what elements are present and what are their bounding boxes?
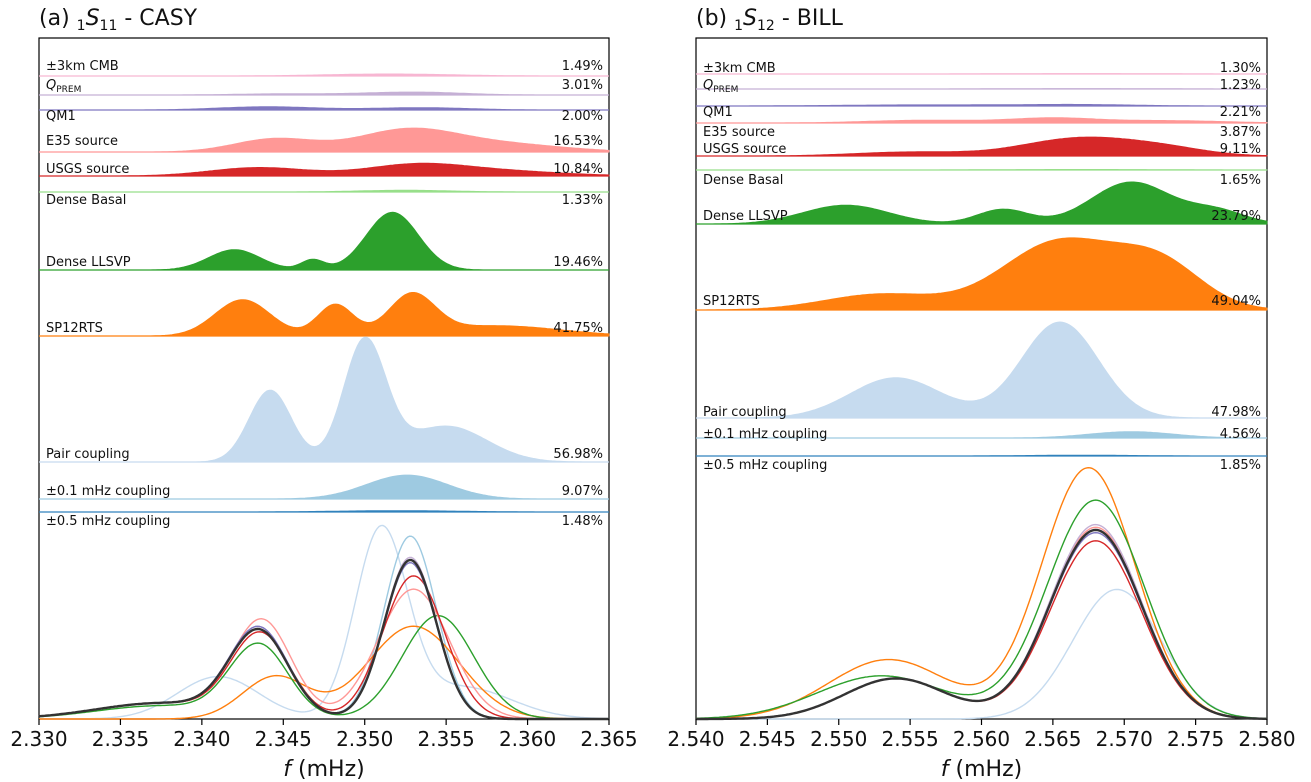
row-percent: 41.75% — [553, 321, 603, 336]
row-label: Dense Basal — [46, 193, 126, 208]
spectrum-line — [39, 524, 609, 720]
sensitivity-area — [696, 321, 1267, 419]
row-percent: 1.85% — [1220, 458, 1261, 473]
sensitivity-area — [39, 336, 609, 463]
x-tick-label: 2.550 — [810, 727, 867, 751]
row-percent: 10.84% — [553, 162, 603, 177]
row-percent: 47.98% — [1211, 405, 1261, 420]
row-percent: 16.53% — [553, 134, 603, 149]
row-label: ±0.1 mHz coupling — [46, 484, 170, 499]
x-axis-label: f (mHz) — [941, 757, 1022, 782]
x-tick-label: 2.340 — [173, 727, 230, 751]
row-percent: 9.07% — [562, 484, 603, 499]
row-percent: 2.00% — [562, 109, 603, 124]
x-axis-label: f (mHz) — [283, 757, 364, 782]
spectrum-line — [696, 499, 1268, 720]
x-tick-label: 2.350 — [336, 727, 393, 751]
row-label: ±0.1 mHz coupling — [703, 427, 827, 442]
row-label: Dense LLSVP — [46, 255, 131, 270]
row-label: USGS source — [703, 142, 786, 157]
spectrum-line — [38, 575, 609, 720]
x-tick-label: 2.560 — [953, 727, 1010, 751]
spectrum-line — [696, 523, 1267, 720]
sensitivity-area — [39, 127, 610, 153]
plot-frame — [695, 37, 1268, 720]
row-label: ±3km CMB — [46, 59, 119, 74]
row-percent: 1.30% — [1220, 61, 1261, 76]
x-tick-label: 2.330 — [10, 727, 67, 751]
x-tick-label: 2.570 — [1096, 727, 1153, 751]
spectrum-line — [696, 588, 1268, 720]
row-label: USGS source — [46, 162, 129, 177]
row-label: ±0.5 mHz coupling — [46, 514, 170, 529]
sensitivity-area — [695, 181, 1268, 225]
x-tick-label: 2.575 — [1167, 727, 1224, 751]
panel-title: (a) 1S11 - CASY — [39, 6, 198, 34]
row-percent: 3.01% — [562, 78, 603, 93]
spectrum-line — [696, 531, 1267, 720]
x-tick-label: 2.335 — [92, 727, 149, 751]
x-tick-label: 2.355 — [418, 727, 475, 751]
x-tick-label: 2.555 — [881, 727, 938, 751]
row-percent: 56.98% — [553, 447, 603, 462]
panel-b: (b) 1S12 - BILL ±3km CMB 1.30% QPREM 1.23% QM… — [667, 6, 1295, 782]
row-percent: 23.79% — [1211, 209, 1261, 224]
panel-a: (a) 1S11 - CASY ±3km CMB 1.49% QPREM 3.01% QM… — [10, 6, 637, 782]
row-label: E35 source — [46, 134, 118, 149]
sensitivity-area — [695, 237, 1268, 311]
row-label: SP12RTS — [703, 294, 760, 309]
x-tick-label: 2.580 — [1238, 727, 1295, 751]
spectrum-line — [38, 561, 609, 720]
row-label: Dense LLSVP — [703, 209, 788, 224]
spectrum-line — [695, 466, 1267, 720]
row-label: Pair coupling — [46, 447, 130, 462]
x-tick-label: 2.345 — [255, 727, 312, 751]
row-label: SP12RTS — [46, 321, 103, 336]
spectrum-line — [38, 556, 609, 720]
x-tick-label: 2.545 — [739, 727, 796, 751]
row-percent: 3.87% — [1220, 125, 1261, 140]
row-label: QPREM — [703, 78, 738, 95]
row-label: Dense Basal — [703, 173, 783, 188]
row-percent: 1.49% — [562, 59, 603, 74]
row-label: ±0.5 mHz coupling — [703, 458, 827, 473]
row-percent: 1.23% — [1220, 78, 1261, 93]
row-label: ±3km CMB — [703, 61, 776, 76]
row-label: QM1 — [703, 105, 733, 120]
x-tick-label: 2.360 — [499, 727, 556, 751]
row-percent: 1.48% — [562, 514, 603, 529]
row-label: QPREM — [46, 78, 81, 95]
spectrum-line — [696, 529, 1267, 720]
row-percent: 19.46% — [553, 255, 603, 270]
plot-frame — [38, 37, 610, 720]
row-label: QM1 — [46, 109, 76, 124]
row-percent: 2.21% — [1220, 105, 1261, 120]
sensitivity-area — [39, 292, 610, 337]
row-label: Pair coupling — [703, 405, 787, 420]
sensitivity-area — [696, 117, 1268, 124]
spectrum-line — [38, 614, 609, 720]
row-percent: 1.33% — [562, 193, 603, 208]
panel-title: (b) 1S12 - BILL — [696, 6, 844, 34]
row-percent: 1.65% — [1220, 173, 1261, 188]
row-percent: 9.11% — [1220, 142, 1261, 157]
x-tick-label: 2.540 — [667, 727, 724, 751]
row-percent: 49.04% — [1211, 294, 1261, 309]
spectrum-line — [696, 526, 1267, 720]
spectrum-line — [696, 528, 1267, 721]
spectrum-line — [38, 558, 609, 721]
row-percent: 4.56% — [1220, 427, 1261, 442]
spectrum-line — [39, 625, 609, 720]
x-tick-label: 2.365 — [580, 727, 637, 751]
row-label: E35 source — [703, 125, 775, 140]
x-tick-label: 2.565 — [1024, 727, 1081, 751]
